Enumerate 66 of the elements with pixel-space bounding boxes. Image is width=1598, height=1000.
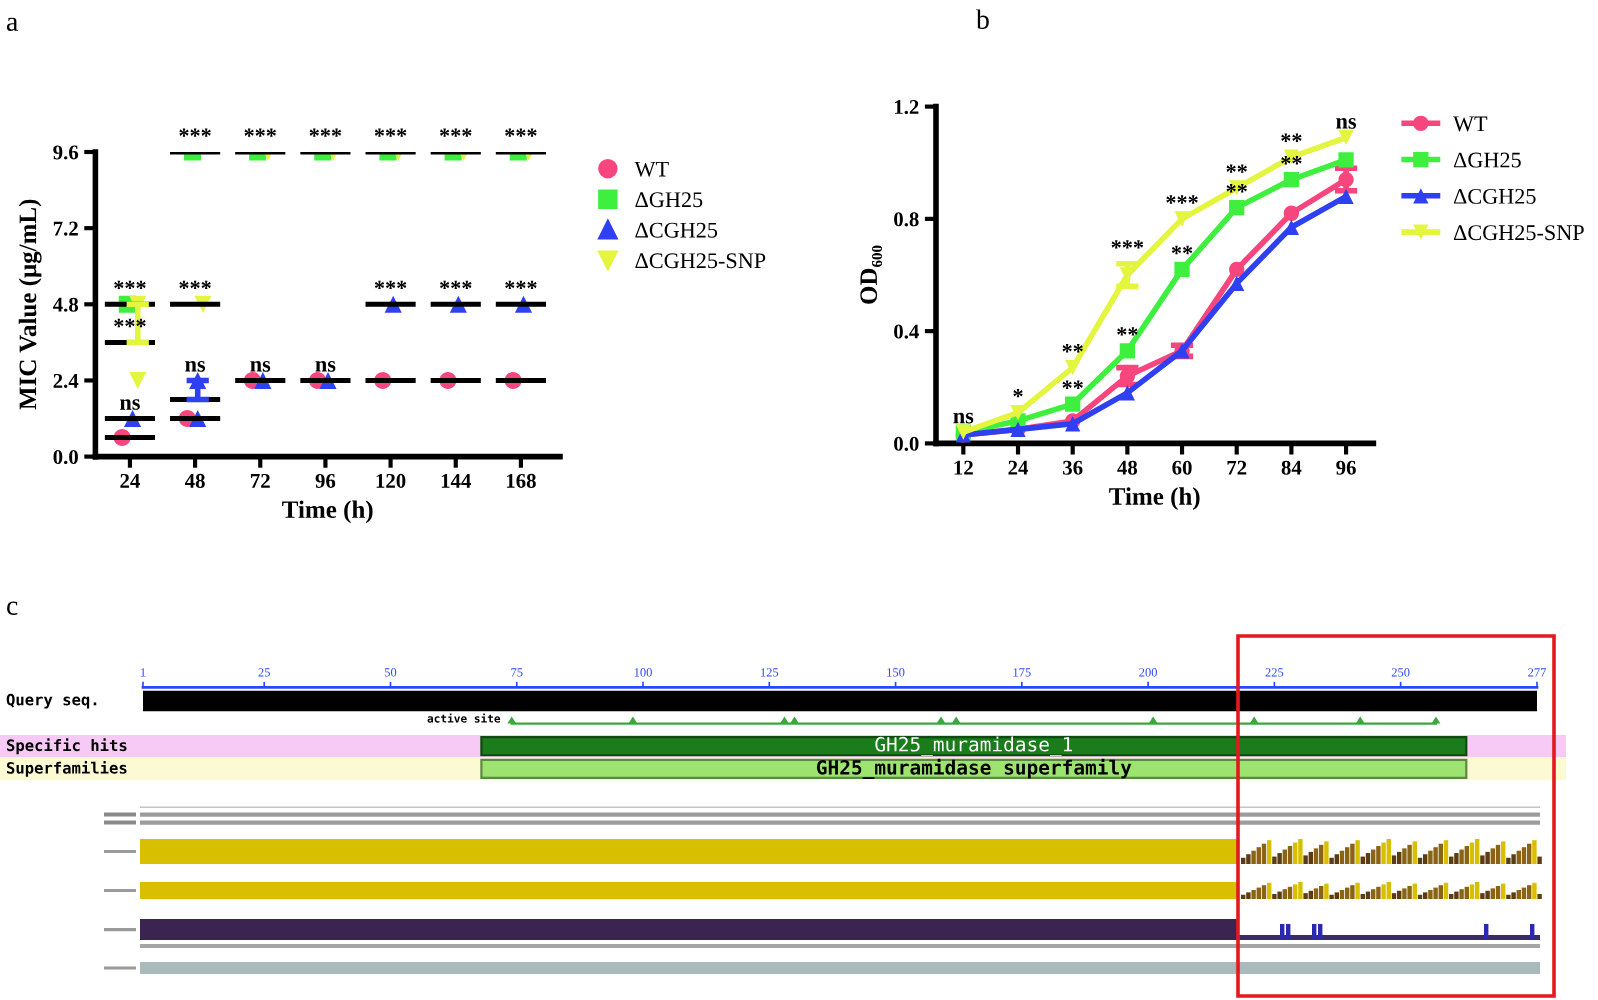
annotation: ns (185, 361, 206, 372)
x-tick-label: 48 (184, 473, 205, 488)
x-tick-label: 84 (1281, 460, 1302, 475)
x-tick-label: 168 (506, 473, 536, 488)
annotation: ns (120, 399, 140, 410)
annotation: ns (953, 412, 974, 424)
legend-label: ΔCGH25-SNP (635, 253, 766, 269)
chart-title: b (976, 9, 989, 29)
annotation: ** (1062, 380, 1083, 389)
x-tick-label: 36 (1063, 460, 1083, 475)
x-tick-label: 12 (954, 460, 973, 475)
legend-label: ΔCGH25 (635, 222, 718, 238)
annotation: ** (1281, 133, 1302, 142)
x-tick-label: 120 (376, 473, 406, 488)
x-tick-label: 96 (315, 473, 336, 488)
data-label: GH25_muramidase superfamily (816, 758, 1132, 780)
y-tick-label: 2.4 (53, 373, 79, 388)
y-tick-label: 0.8 (894, 212, 919, 227)
chart-title: c (7, 601, 18, 615)
x-tick-label: 60 (1172, 460, 1192, 475)
y-axis-title: MIC Value (μg/mL) (18, 199, 42, 410)
x-axis-title: Time (h) (282, 500, 373, 524)
annotation: *** (505, 128, 537, 137)
x-axis-title: Time (h) (1109, 487, 1200, 510)
annotation: *** (179, 128, 211, 137)
annotation: ns (250, 361, 271, 372)
annotation: *** (309, 128, 342, 137)
x-tick-label: 24 (120, 473, 140, 488)
annotation: ** (1226, 164, 1247, 173)
y-tick-label: 4.8 (52, 297, 79, 312)
y-tick-label: 0.0 (894, 436, 919, 451)
annotation: *** (1166, 195, 1198, 204)
x-tick-label: 72 (1227, 460, 1247, 475)
y-tick-label: 9.6 (53, 145, 79, 160)
annotation: *** (440, 280, 472, 290)
annotation: *** (440, 128, 472, 137)
annotation: ** (1117, 327, 1138, 336)
legend-label: ΔCGH25 (1453, 188, 1536, 204)
y-tick-label: 0.0 (53, 449, 78, 465)
y-axis-title: OD₆₀₀ (860, 245, 883, 304)
x-tick-label: 24 (1008, 460, 1029, 475)
y-tick-label: 1.2 (894, 100, 919, 115)
annotation: *** (114, 280, 146, 290)
x-tick-label: 72 (251, 473, 270, 488)
annotation: * (1013, 388, 1023, 398)
legend-label: ΔGH25 (1453, 152, 1521, 168)
legend-label: ΔCGH25-SNP (1453, 225, 1584, 241)
x-tick-label: 144 (441, 473, 471, 488)
x-tick-label: 48 (1117, 460, 1138, 475)
y-tick-label: 0.4 (894, 324, 919, 339)
annotation: *** (244, 128, 276, 137)
y-tick-label: 7.2 (53, 221, 78, 236)
annotation: *** (374, 128, 407, 137)
annotation: ns (1336, 118, 1357, 129)
x-tick-label: 96 (1336, 460, 1356, 475)
data-label: GH25_muramidase_1 (875, 736, 1073, 756)
annotation: ns (315, 361, 336, 372)
legend-label: WT (1453, 116, 1488, 132)
legend-label: WT (634, 161, 669, 177)
annotation: *** (1111, 240, 1144, 249)
chart-title: a (6, 17, 18, 31)
annotation: ** (1171, 245, 1193, 255)
annotation: *** (505, 280, 537, 290)
annotation: *** (374, 280, 407, 290)
annotation: *** (179, 280, 211, 290)
legend-label: ΔGH25 (635, 192, 703, 208)
